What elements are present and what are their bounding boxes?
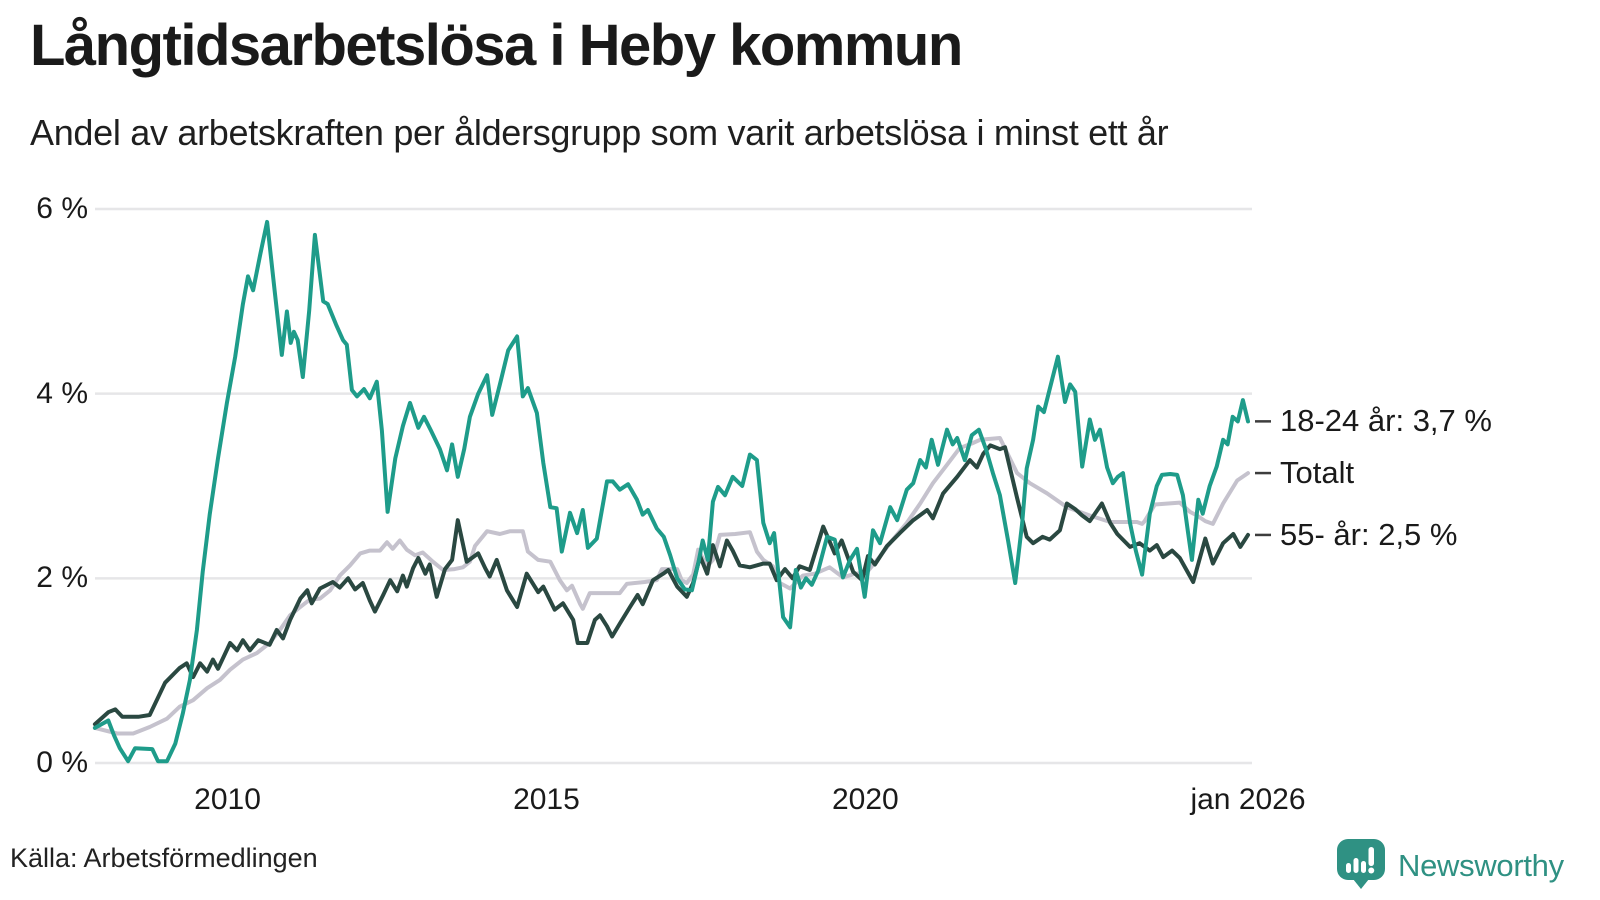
newsworthy-logo[interactable]: Newsworthy xyxy=(1334,836,1564,895)
line-series-18-24r xyxy=(92,219,1250,764)
x-tick-label: 2010 xyxy=(194,783,261,816)
chart-subtitle: Andel av arbetskraften per åldersgrupp s… xyxy=(30,112,1169,153)
x-tick-label: jan 2026 xyxy=(1190,783,1306,816)
newsworthy-wordmark: Newsworthy xyxy=(1398,847,1564,883)
speech-bubble-bar-chart-icon xyxy=(1334,836,1388,895)
source-note: Källa: Arbetsförmedlingen xyxy=(10,843,318,873)
line-series-Totalt xyxy=(92,436,1250,736)
x-tick-label: 2015 xyxy=(513,783,580,816)
y-tick-label: 6 % xyxy=(36,192,88,225)
x-tick-label: 2020 xyxy=(831,783,899,816)
line-series-55-r xyxy=(92,443,1250,727)
y-tick-label: 2 % xyxy=(36,561,88,595)
y-tick-label: 0 % xyxy=(36,746,88,779)
series-end-label: Totalt xyxy=(1280,455,1355,491)
page-title: Långtidsarbetslösa i Heby kommun xyxy=(30,13,963,78)
series-end-label: 55- år: 2,5 % xyxy=(1280,516,1458,552)
series-end-label: 18-24 år: 3,7 % xyxy=(1280,403,1492,439)
y-tick-label: 4 % xyxy=(36,376,88,410)
